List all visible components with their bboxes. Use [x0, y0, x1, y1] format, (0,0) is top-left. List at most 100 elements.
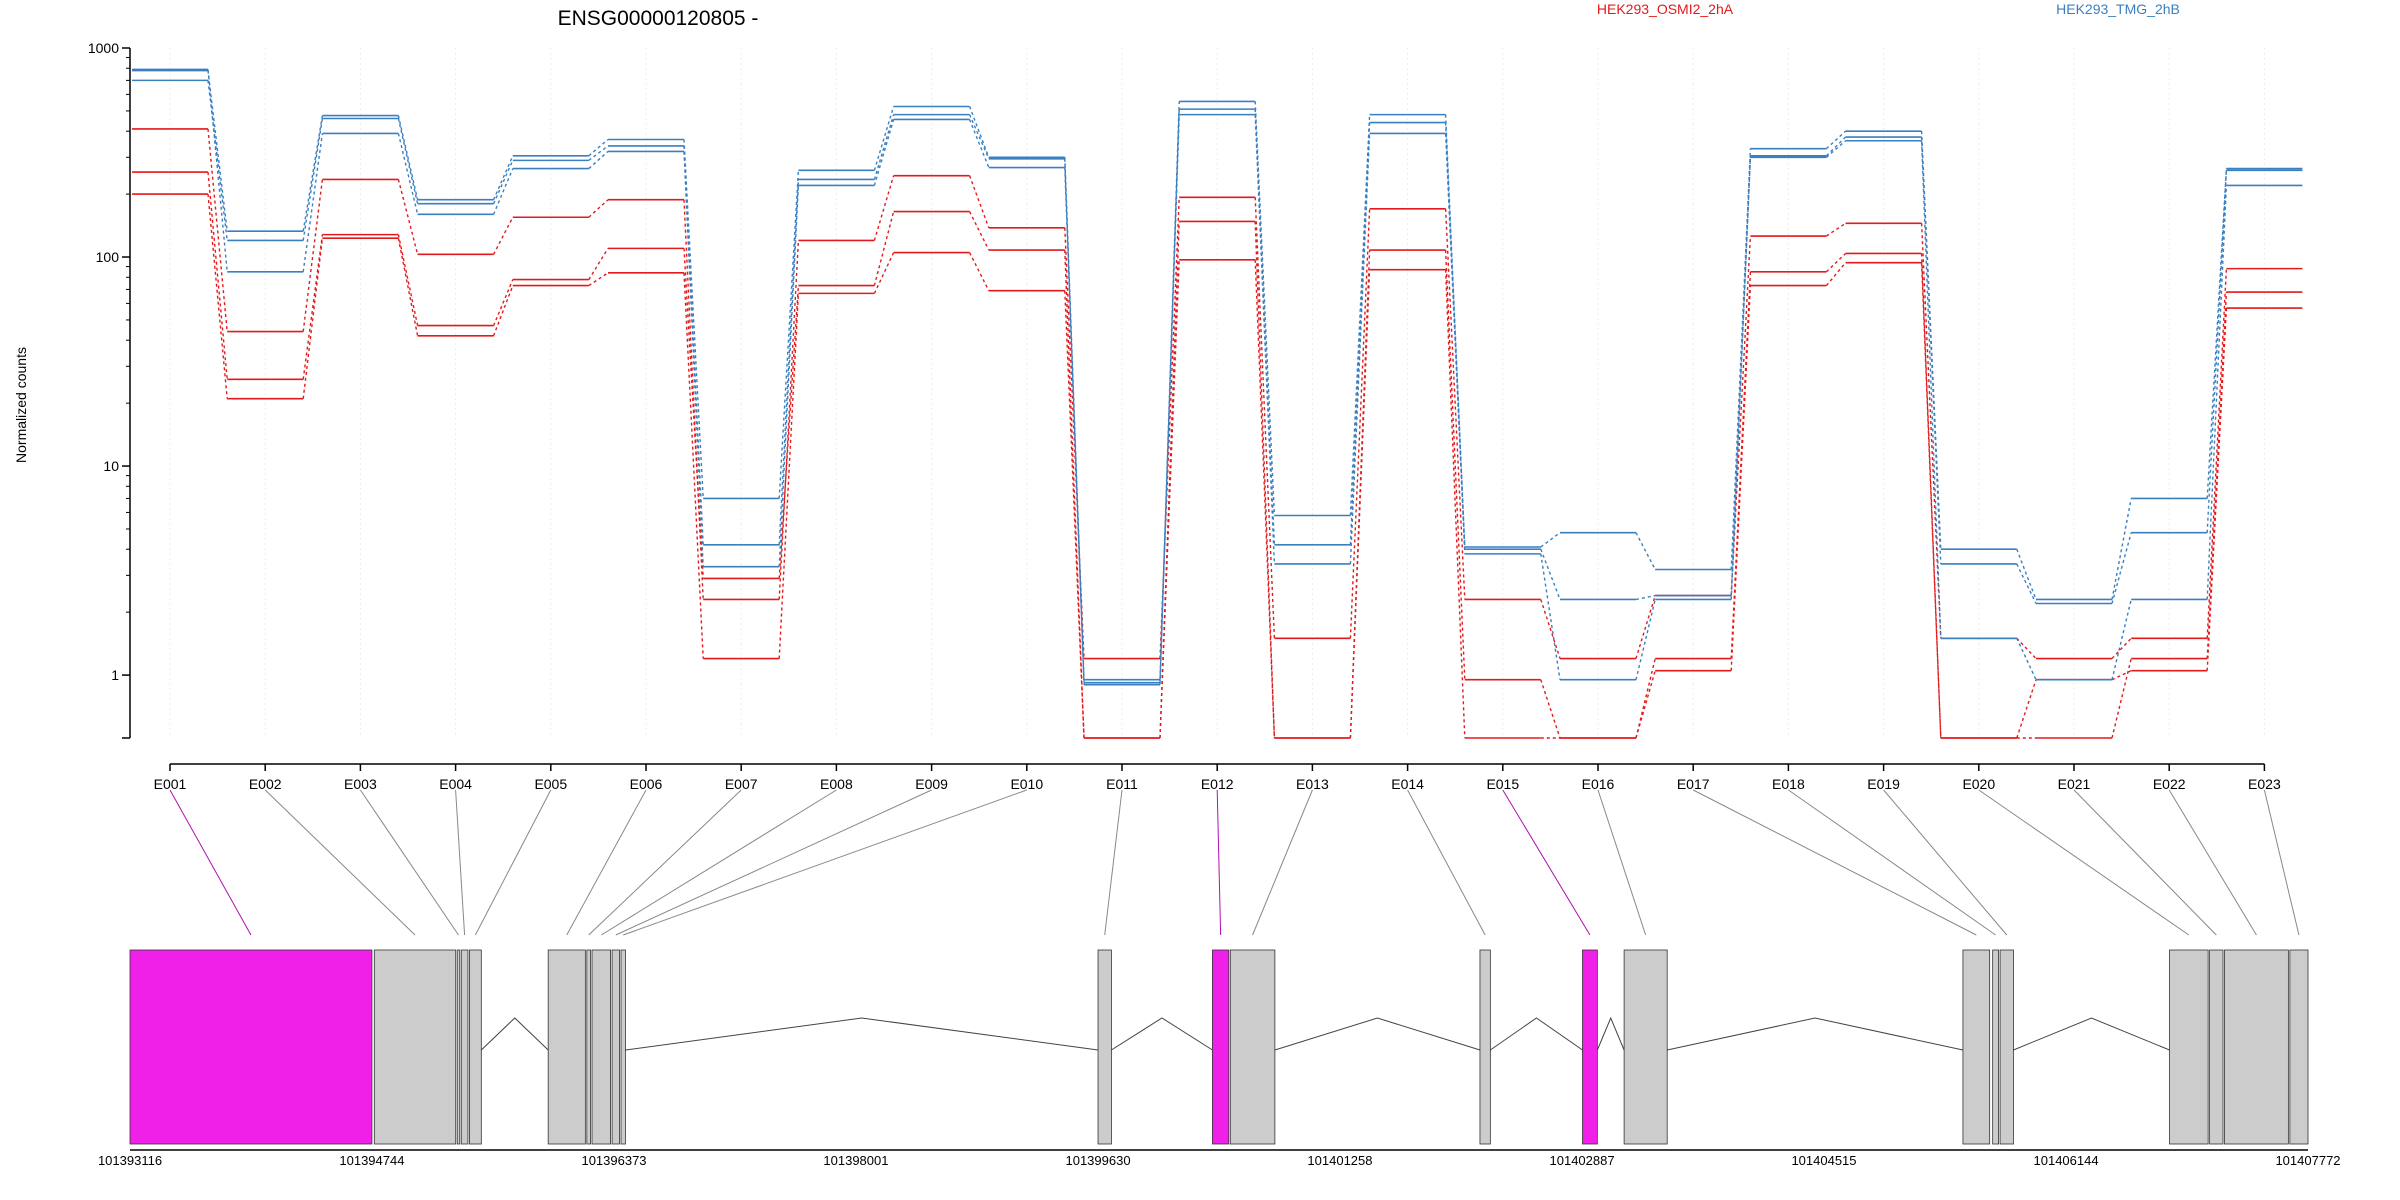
- x-tick-label: E007: [725, 776, 758, 792]
- transition-line: [302, 133, 324, 272]
- exon-connector: [1104, 789, 1123, 936]
- transition-line: [683, 272, 704, 659]
- transition-line: [2016, 637, 2037, 681]
- exon-block: [1582, 949, 1598, 1145]
- y-tick-label: 1000: [88, 40, 119, 56]
- x-tick-label: E006: [630, 776, 663, 792]
- y-tick-label: 1: [111, 667, 119, 683]
- transition-line: [683, 199, 704, 600]
- transition-line: [778, 285, 800, 579]
- exon-block: [2289, 949, 2309, 1145]
- transition-line: [1159, 197, 1180, 659]
- intron-line: [480, 1017, 549, 1051]
- series-lines: [132, 68, 2303, 739]
- x-tick-label: E011: [1106, 776, 1138, 792]
- transition-line: [873, 114, 895, 180]
- exon-connector: [1252, 789, 1313, 936]
- transition-line: [2016, 563, 2037, 604]
- transition-line: [302, 234, 324, 380]
- transition-line: [2206, 185, 2228, 600]
- exon-connector: [615, 789, 932, 936]
- exon-block: [460, 949, 469, 1145]
- transition-line: [302, 115, 324, 232]
- transition-line: [2016, 679, 2037, 739]
- x-tick-label: E021: [2058, 776, 2091, 792]
- series-hek293_osmi2_2ha-2: [132, 193, 2303, 739]
- gene-model: 101393116 101394744 101396373 101398001 1013…: [98, 949, 2341, 1168]
- exon-connector: [264, 789, 416, 936]
- genomic-coordinate-label: 101394744: [339, 1153, 404, 1168]
- transition-line: [968, 175, 990, 229]
- exon-block: [373, 949, 457, 1145]
- transition-line: [873, 211, 895, 286]
- exon-connector: [566, 789, 647, 936]
- exon-connector: [1502, 789, 1591, 936]
- exon-connector: [2263, 789, 2300, 936]
- transition-line: [873, 252, 895, 294]
- legend-label-osmi: HEK293_OSMI2_2hA: [1597, 1, 1734, 17]
- exon-connector: [2168, 789, 2257, 936]
- transition-line: [1635, 532, 1656, 570]
- transition-line: [2206, 308, 2228, 671]
- transition-line: [492, 168, 514, 215]
- exon-block: [1212, 949, 1230, 1145]
- exon-block: [1623, 949, 1668, 1145]
- x-tick-label: E014: [1391, 776, 1424, 792]
- x-tick-label: E017: [1677, 776, 1710, 792]
- x-tick-label: E013: [1296, 776, 1329, 792]
- y-tick-label: 10: [103, 458, 119, 474]
- x-tick-label: E005: [534, 776, 567, 792]
- transition-line: [683, 151, 704, 567]
- transition-line: [1825, 130, 1847, 150]
- transition-line: [588, 199, 609, 218]
- transition-line: [1254, 114, 1276, 565]
- genomic-coordinate-label: 101407772: [2275, 1153, 2340, 1168]
- transition-line: [873, 106, 895, 171]
- transition-line: [1444, 114, 1466, 548]
- transition-line: [1444, 122, 1466, 550]
- exon-block: [1992, 949, 1999, 1145]
- transition-line: [2206, 170, 2228, 533]
- transition-line: [1825, 262, 1847, 287]
- transition-line: [1635, 670, 1656, 739]
- transition-line: [778, 240, 800, 600]
- transition-line: [2111, 670, 2132, 681]
- transition-line: [1159, 221, 1180, 739]
- intron-line: [1490, 1017, 1583, 1051]
- transition-line: [1825, 136, 1847, 157]
- transition-line: [492, 216, 514, 255]
- exon-block: [586, 949, 591, 1145]
- transition-line: [1444, 250, 1466, 680]
- genomic-coordinate-label: 101399630: [1065, 1153, 1130, 1168]
- transition-line: [1159, 114, 1180, 685]
- transition-line: [1540, 599, 1561, 659]
- transition-line: [2016, 637, 2037, 660]
- exon-block: [1229, 949, 1276, 1145]
- exon-block: [591, 949, 611, 1145]
- transition-line: [1349, 114, 1371, 516]
- series-hek293_tmg_2hb-4: [132, 79, 2303, 684]
- x-tick-label: E009: [915, 776, 948, 792]
- intron-line: [1596, 1016, 1625, 1051]
- transition-line: [2206, 168, 2228, 499]
- x-tick-label: E020: [1962, 776, 1995, 792]
- transition-line: [302, 238, 324, 399]
- transition-line: [1159, 259, 1180, 739]
- x-tick-label: E001: [154, 776, 187, 792]
- genomic-coordinate-label: 101401258: [1307, 1153, 1372, 1168]
- transition-line: [1064, 167, 1085, 685]
- intron-line: [1274, 1017, 1481, 1051]
- x-tick-label: E019: [1867, 776, 1900, 792]
- exon-connector: [169, 789, 252, 936]
- transition-line: [1444, 133, 1466, 554]
- transition-line: [492, 285, 514, 337]
- exon-connector: [1978, 789, 2190, 936]
- transition-line: [968, 106, 990, 158]
- legend-label-tmg: HEK293_TMG_2hB: [2056, 1, 2180, 17]
- transition-line: [492, 155, 514, 200]
- exon-block: [2169, 949, 2209, 1145]
- transition-line: [588, 145, 609, 161]
- transition-line: [397, 238, 419, 336]
- x-tick-label: E004: [439, 776, 472, 792]
